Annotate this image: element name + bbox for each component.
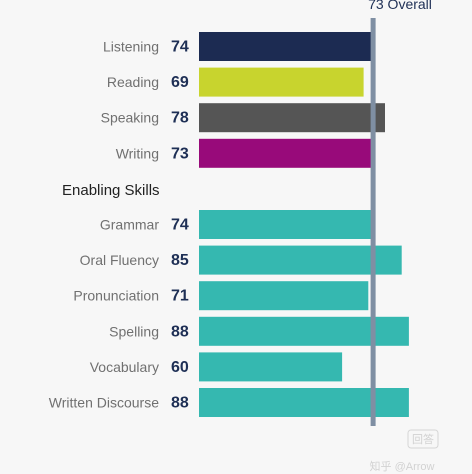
- score-label: 71: [171, 288, 189, 305]
- watermark: 回答 知乎 @Arrow: [370, 429, 439, 473]
- category-label: Pronunciation: [73, 288, 159, 304]
- watermark-text: 知乎 @Arrow: [370, 459, 435, 473]
- bar-writing: [199, 138, 374, 168]
- overall-score-label: 73 Overall: [368, 0, 432, 12]
- labels-layer: Listening 74 Reading 69 Speaking 78 Writing 73 E…: [49, 39, 189, 412]
- bar-speaking: [199, 103, 385, 133]
- bar-pronunciation: [199, 281, 369, 311]
- score-label: 88: [171, 323, 189, 340]
- score-label: 69: [171, 74, 189, 91]
- category-label: Spelling: [109, 323, 159, 339]
- watermark-badge: [407, 429, 439, 449]
- category-label: Writing: [116, 145, 159, 161]
- category-label: Grammar: [100, 217, 159, 233]
- category-label: Reading: [107, 74, 159, 90]
- category-label: Oral Fluency: [80, 252, 159, 268]
- score-label: 73: [171, 145, 189, 162]
- score-label: 78: [171, 110, 189, 127]
- bar-grammar: [199, 210, 376, 239]
- category-label: Vocabulary: [90, 359, 159, 375]
- bar-vocabulary: [199, 352, 343, 382]
- bar-reading: [199, 67, 364, 97]
- bar-oral-fluency: [199, 245, 402, 275]
- section-title: Enabling Skills: [62, 182, 160, 199]
- score-label: 85: [171, 252, 189, 269]
- bar-listening: [199, 32, 376, 61]
- category-label: Listening: [103, 39, 159, 55]
- bar-written-discourse: [199, 388, 409, 417]
- score-label: 74: [171, 39, 189, 56]
- score-label: 88: [171, 395, 189, 412]
- score-label: 60: [171, 359, 189, 376]
- category-label: Speaking: [101, 110, 159, 126]
- category-label: Written Discourse: [49, 395, 159, 411]
- score-label: 74: [171, 217, 189, 234]
- watermark-badge-text: 回答: [412, 432, 434, 446]
- bar-spelling: [199, 316, 409, 346]
- bars-layer: [199, 32, 409, 417]
